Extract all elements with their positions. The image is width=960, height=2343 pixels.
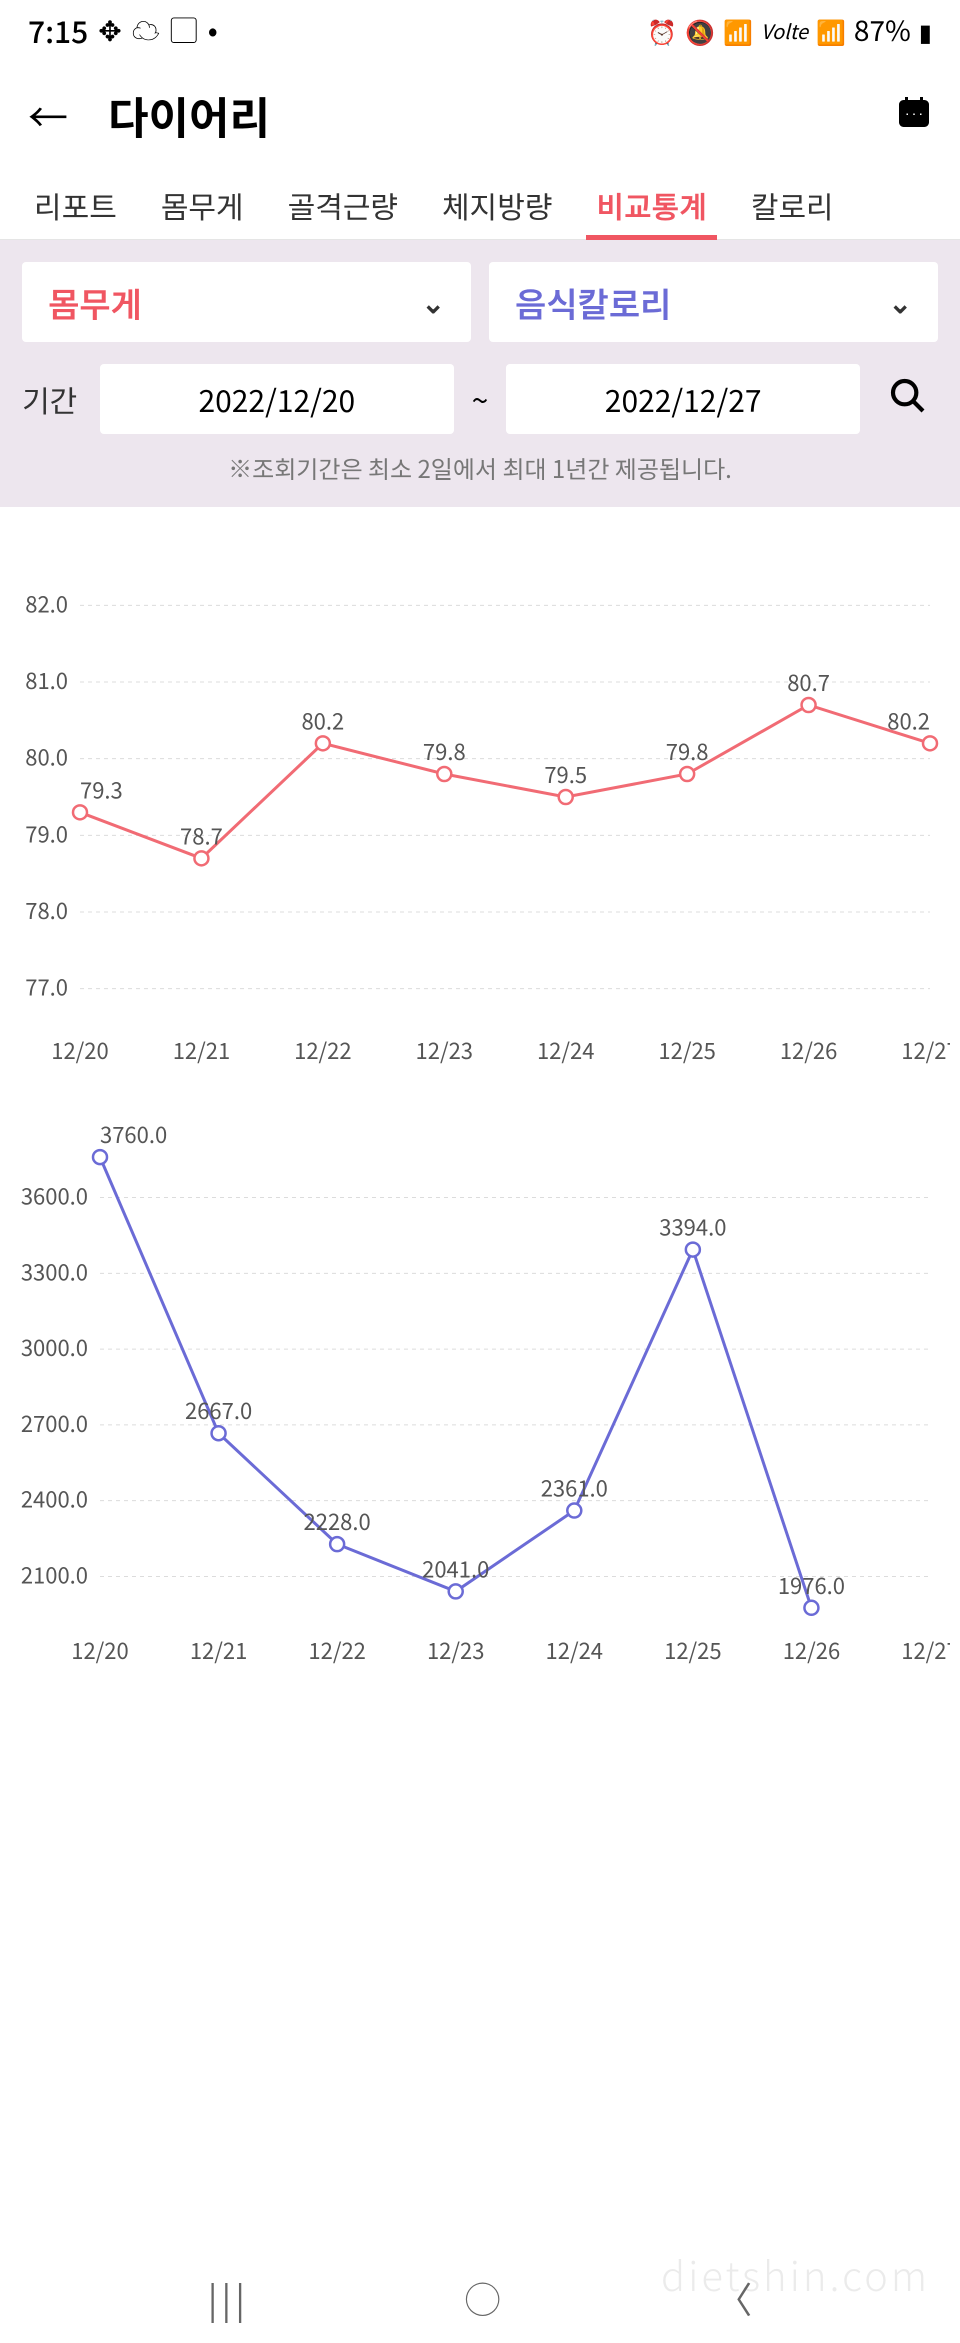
metric-2-label: 음식칼로리 (515, 278, 671, 327)
back-button[interactable]: ← (28, 86, 88, 144)
battery-icon: ▮ (919, 13, 932, 48)
weight-chart-svg: 77.0 78.0 79.0 80.0 81.0 82.0 12/20 12/21 12/22 1… (10, 537, 950, 1077)
svg-text:12/27: 12/27 (901, 1634, 950, 1666)
calendar-button[interactable] (896, 89, 932, 141)
svg-text:12/20: 12/20 (51, 1034, 108, 1066)
svg-text:12/21: 12/21 (173, 1034, 230, 1066)
signal-icon: 📶 (816, 13, 846, 48)
svg-text:81.0: 81.0 (25, 664, 68, 696)
status-right: ⏰ 🔕 📶 Volte 📶 87% ▮ (647, 10, 932, 50)
metric-selectors: 몸무게 ⌄ 음식칼로리 ⌄ (22, 262, 938, 342)
status-bar: 7:15 ✥ ☁ ▢ • ⏰ 🔕 📶 Volte 📶 87% ▮ (0, 0, 960, 60)
svg-text:12/23: 12/23 (427, 1634, 484, 1666)
svg-text:3300.0: 3300.0 (21, 1255, 88, 1287)
svg-text:12/25: 12/25 (664, 1634, 721, 1666)
page-title: 다이어리 (108, 83, 270, 147)
svg-text:79.3: 79.3 (80, 773, 123, 805)
calorie-chart-svg: 2100.0 2400.0 2700.0 3000.0 3300.0 3600.0 12/2… (10, 1117, 950, 1677)
back-nav-button[interactable]: 〈 (716, 2272, 752, 2324)
svg-text:82.0: 82.0 (25, 587, 68, 619)
metric-selector-1[interactable]: 몸무게 ⌄ (22, 262, 471, 342)
calorie-chart: 2100.0 2400.0 2700.0 3000.0 3300.0 3600.0 12/2… (0, 1087, 960, 1687)
period-row: 기간 2022/12/20 ~ 2022/12/27 (22, 364, 938, 434)
svg-text:2361.0: 2361.0 (541, 1472, 608, 1504)
svg-text:12/26: 12/26 (780, 1034, 837, 1066)
filter-panel: 몸무게 ⌄ 음식칼로리 ⌄ 기간 2022/12/20 ~ 2022/12/27… (0, 240, 960, 507)
app-header: ← 다이어리 (0, 60, 960, 170)
svg-text:79.8: 79.8 (423, 735, 466, 767)
svg-text:12/27: 12/27 (901, 1034, 950, 1066)
calendar-icon (896, 94, 932, 130)
date-to-input[interactable]: 2022/12/27 (506, 364, 860, 434)
svg-text:80.2: 80.2 (301, 704, 344, 736)
period-note: ※조회기간은 최소 2일에서 최대 1년간 제공됩니다. (22, 450, 938, 485)
tab-comparison[interactable]: 비교통계 (574, 170, 728, 239)
search-button[interactable] (878, 370, 938, 428)
svg-text:2100.0: 2100.0 (21, 1558, 88, 1590)
status-icon: ✥ (98, 10, 121, 50)
svg-text:78.0: 78.0 (25, 894, 68, 926)
svg-text:1976.0: 1976.0 (778, 1569, 845, 1601)
svg-text:12/23: 12/23 (416, 1034, 473, 1066)
svg-text:12/20: 12/20 (71, 1634, 128, 1666)
svg-text:3394.0: 3394.0 (659, 1211, 726, 1243)
svg-text:3000.0: 3000.0 (21, 1331, 88, 1363)
search-icon (888, 376, 928, 416)
svg-text:12/21: 12/21 (190, 1634, 247, 1666)
svg-text:80.7: 80.7 (787, 666, 830, 698)
weight-chart: 77.0 78.0 79.0 80.0 81.0 82.0 12/20 12/21 12/22 1… (0, 507, 960, 1087)
svg-text:2041.0: 2041.0 (422, 1552, 489, 1584)
tab-muscle[interactable]: 골격근량 (266, 170, 420, 239)
status-icon: ▢ (170, 10, 198, 50)
svg-text:80.0: 80.0 (25, 741, 68, 773)
svg-text:12/25: 12/25 (658, 1034, 715, 1066)
alarm-icon: ⏰ (647, 13, 677, 48)
period-label: 기간 (22, 377, 82, 421)
date-range-separator: ~ (472, 377, 489, 421)
tab-calories[interactable]: 칼로리 (729, 170, 856, 239)
svg-text:12/24: 12/24 (546, 1634, 603, 1666)
tab-bodyfat[interactable]: 체지방량 (420, 170, 574, 239)
system-nav-bar: ||| ◯ 〈 (0, 2253, 960, 2343)
wifi-icon: 📶 (723, 13, 753, 48)
metric-selector-2[interactable]: 음식칼로리 ⌄ (489, 262, 938, 342)
svg-text:79.8: 79.8 (666, 735, 709, 767)
metric-1-label: 몸무게 (48, 278, 142, 327)
chevron-down-icon: ⌄ (889, 282, 912, 322)
recent-apps-button[interactable]: ||| (208, 2272, 249, 2324)
battery-percentage: 87% (854, 10, 911, 50)
svg-text:79.5: 79.5 (544, 758, 587, 790)
svg-text:2700.0: 2700.0 (21, 1407, 88, 1439)
chevron-down-icon: ⌄ (422, 282, 445, 322)
svg-text:78.7: 78.7 (180, 819, 223, 851)
mute-icon: 🔕 (685, 13, 715, 48)
status-icon: • (208, 10, 218, 50)
tabs: 리포트 몸무게 골격근량 체지방량 비교통계 칼로리 (0, 170, 960, 240)
svg-text:77.0: 77.0 (25, 971, 68, 1003)
home-button[interactable]: ◯ (465, 2272, 501, 2324)
svg-text:3600.0: 3600.0 (21, 1180, 88, 1212)
status-time: 7:15 (28, 8, 88, 52)
svg-text:12/22: 12/22 (294, 1034, 351, 1066)
svg-text:12/22: 12/22 (308, 1634, 365, 1666)
svg-text:12/24: 12/24 (537, 1034, 594, 1066)
tab-weight[interactable]: 몸무게 (139, 170, 266, 239)
svg-text:3760.0: 3760.0 (100, 1118, 167, 1150)
tab-report[interactable]: 리포트 (12, 170, 139, 239)
svg-text:79.0: 79.0 (25, 817, 68, 849)
status-left: 7:15 ✥ ☁ ▢ • (28, 8, 218, 52)
svg-text:2228.0: 2228.0 (304, 1505, 371, 1537)
volte-icon: Volte (761, 16, 808, 45)
svg-text:2400.0: 2400.0 (21, 1483, 88, 1515)
svg-text:2667.0: 2667.0 (185, 1394, 252, 1426)
date-from-input[interactable]: 2022/12/20 (100, 364, 454, 434)
svg-text:12/26: 12/26 (783, 1634, 840, 1666)
status-icon: ☁ (132, 10, 160, 50)
svg-text:80.2: 80.2 (887, 704, 930, 736)
